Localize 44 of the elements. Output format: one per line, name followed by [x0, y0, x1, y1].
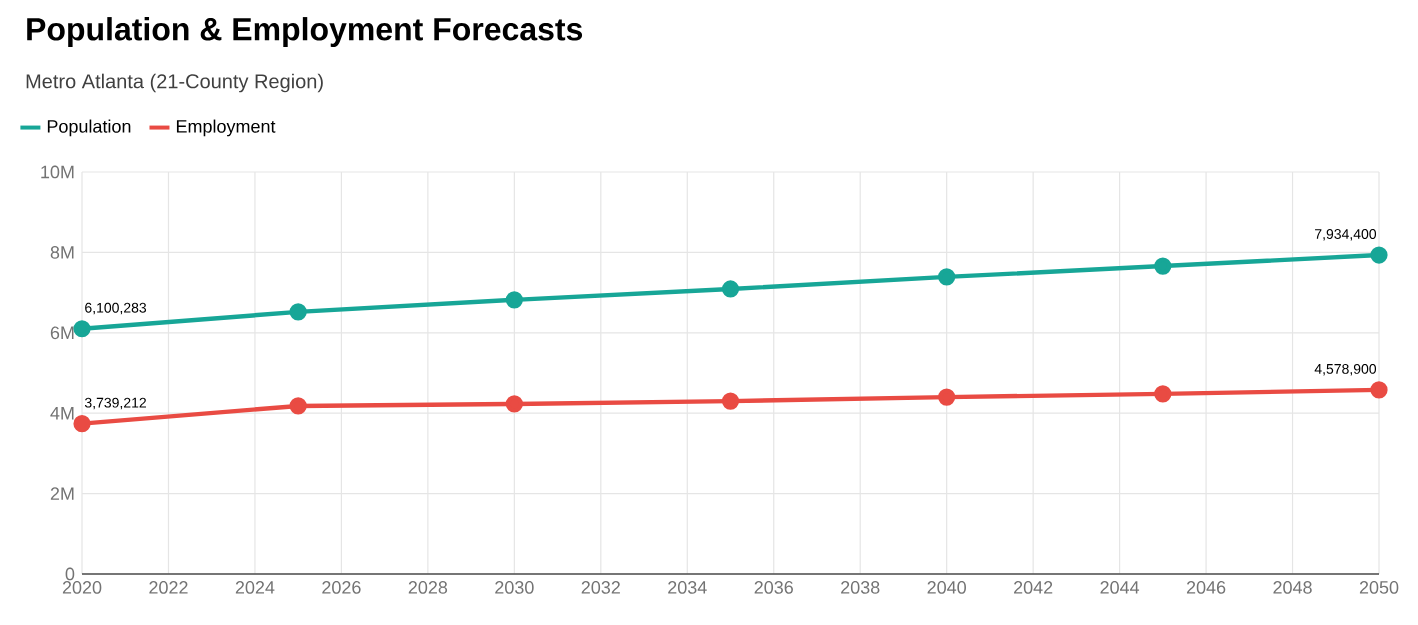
point: [1370, 246, 1388, 264]
y-tick-label: 8M: [50, 246, 74, 259]
point: [1370, 381, 1388, 399]
x-tick-label: 2042: [1014, 581, 1053, 594]
data-label: 3,739,212: [84, 397, 146, 410]
chart-subtitle: Metro Atlanta (21-County Region): [26, 73, 323, 93]
point: [505, 395, 523, 413]
y-tick-label: 10M: [41, 165, 74, 179]
point: [73, 320, 91, 338]
x-tick-label: 2022: [149, 581, 188, 594]
point: [938, 268, 956, 286]
data-label: 6,100,283: [85, 302, 147, 315]
x-tick-label: 2032: [581, 581, 620, 594]
data-label: 4,578,900: [1314, 363, 1377, 376]
point: [1154, 385, 1172, 403]
x-tick-label: 2020: [62, 581, 102, 594]
point: [289, 397, 307, 415]
y-tick-label: 6M: [50, 326, 74, 340]
x-tick-label: 2046: [1186, 581, 1226, 594]
y-tick-label: 4M: [50, 406, 74, 420]
x-tick-label: 2030: [495, 581, 534, 594]
point: [721, 280, 740, 298]
y-tick-label: 2M: [50, 487, 74, 500]
x-tick-label: 2034: [668, 581, 707, 594]
x-tick-label: 2048: [1273, 581, 1312, 594]
x-tick-label: 2036: [754, 581, 793, 594]
x-tick-label: 2028: [408, 581, 448, 594]
point: [721, 392, 740, 410]
x-tick-label: 2050: [1359, 581, 1399, 594]
x-tick-label: 2038: [841, 581, 880, 594]
x-tick-label: 2026: [322, 581, 361, 594]
x-tick-label: 2040: [927, 581, 966, 594]
point: [73, 415, 91, 433]
x-tick-label: 2024: [235, 581, 275, 594]
point: [938, 388, 956, 406]
legend-label: Employment: [176, 119, 276, 137]
y-tick-label: 0: [65, 567, 75, 581]
point: [1154, 257, 1172, 275]
legend-label: Population: [47, 119, 131, 137]
point: [289, 303, 307, 321]
data-label: 7,934,400: [1315, 229, 1377, 241]
x-tick-label: 2044: [1100, 581, 1140, 594]
chart-title: Population & Employment Forecasts: [27, 17, 583, 47]
point: [505, 291, 523, 309]
